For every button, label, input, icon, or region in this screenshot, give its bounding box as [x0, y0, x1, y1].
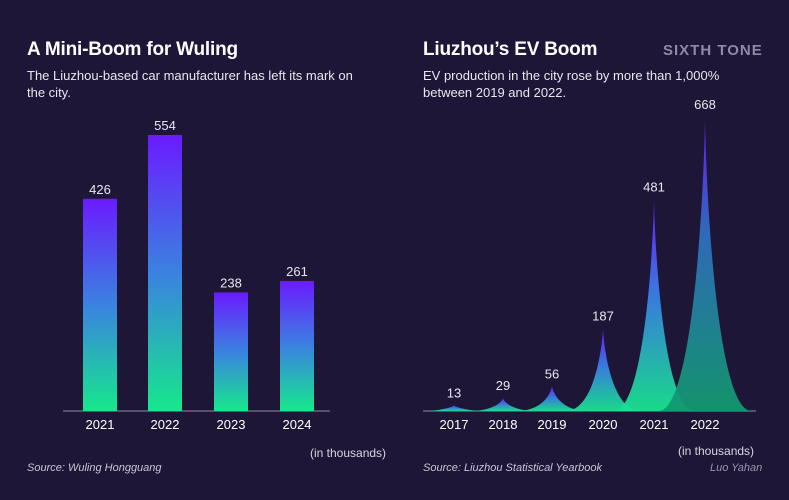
right-chart-subtitle: EV production in the city rose by more t…	[423, 68, 720, 100]
peak-2021	[614, 199, 694, 411]
x-tick-label: 2022	[151, 417, 180, 432]
right-source: Source: Liuzhou Statistical Yearbook	[423, 462, 602, 474]
left-chart-title: A Mini-Boom for Wuling	[27, 39, 238, 60]
bar-value-label: 261	[286, 264, 308, 279]
bar-2024	[280, 280, 314, 411]
peak-value-label: 481	[643, 179, 665, 194]
bar-value-label: 426	[89, 182, 111, 197]
bar-value-label: 238	[220, 275, 242, 290]
bar-2021	[83, 198, 117, 411]
peak-value-label: 187	[592, 309, 614, 324]
bar-value-label: 554	[154, 118, 176, 133]
x-tick-label: 2023	[217, 417, 246, 432]
peak-2017	[430, 405, 478, 411]
bar-2022	[148, 135, 182, 411]
peak-value-label: 13	[447, 385, 461, 400]
brand-logo: SIXTH TONE	[663, 42, 763, 59]
peak-value-label: 668	[694, 97, 716, 112]
right-chart-title: Liuzhou’s EV Boom	[423, 39, 598, 60]
x-tick-label: 2017	[440, 417, 469, 432]
bar-2023	[214, 292, 248, 411]
x-tick-label: 2024	[283, 417, 312, 432]
peak-value-label: 56	[545, 366, 559, 381]
peak-2018	[475, 398, 531, 411]
right-unit-label: (in thousands)	[678, 444, 755, 458]
left-unit-label: (in thousands)	[310, 446, 387, 460]
right-peak-chart: 13 2017 29 2018 56 2019 187 2020 481 2021 668 2022	[423, 97, 756, 432]
x-tick-label: 2018	[489, 417, 518, 432]
x-tick-label: 2020	[589, 417, 618, 432]
left-bar-chart: 426 2021 554 2022 238 2023 261 2024	[63, 118, 330, 432]
left-chart-subtitle: The Liuzhou-based car manufacturer has l…	[27, 68, 353, 100]
x-tick-label: 2022	[691, 417, 720, 432]
peak-value-label: 29	[496, 378, 510, 393]
peak-2020	[567, 328, 639, 411]
x-tick-label: 2021	[640, 417, 669, 432]
peak-2022	[659, 117, 751, 411]
x-tick-label: 2021	[86, 417, 115, 432]
peak-2019	[520, 386, 584, 411]
x-tick-label: 2019	[538, 417, 567, 432]
left-source: Source: Wuling Hongguang	[27, 462, 162, 474]
author-credit: Luo Yahan	[710, 462, 763, 474]
